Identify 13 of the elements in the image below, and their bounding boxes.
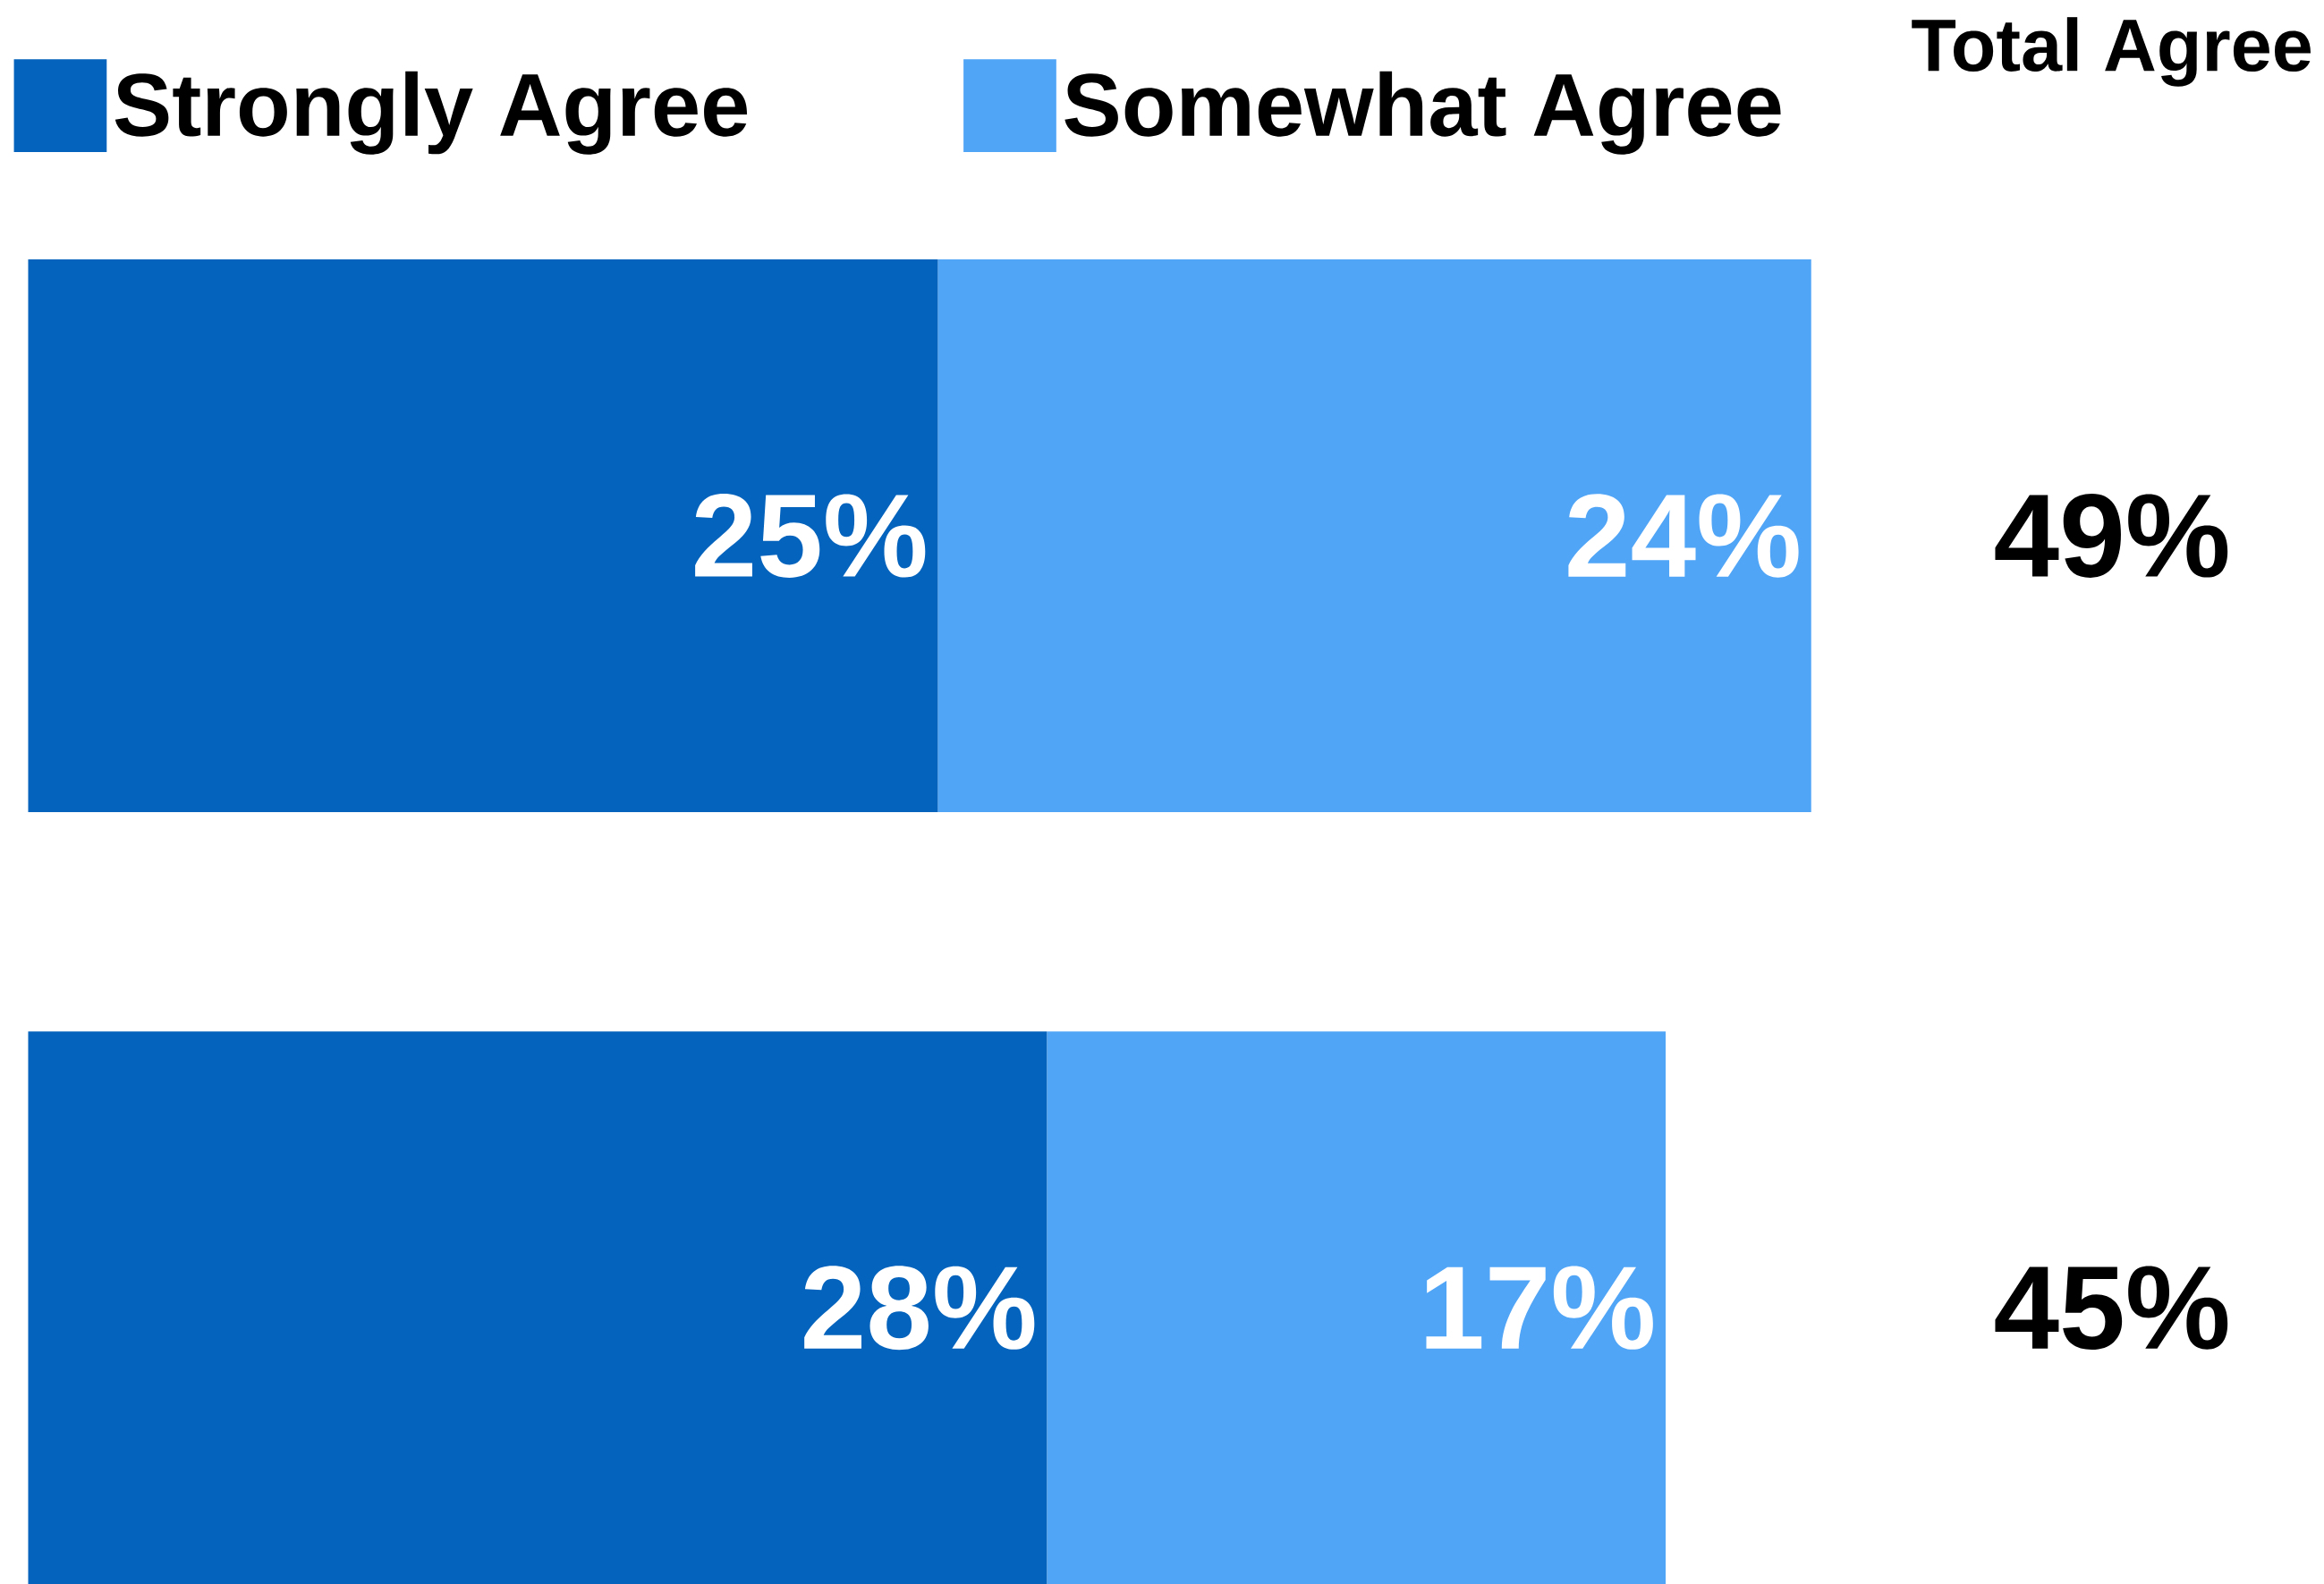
legend-label: Strongly Agree [115,71,748,155]
bar [937,258,1811,812]
data-label: 25% [695,493,926,578]
text: Total Agree [1912,17,2311,87]
bar [1047,1031,1667,1584]
data-label: 17% [1426,1266,1653,1350]
bar [28,258,938,812]
legend-label: Somewhat Agree [1064,71,1781,155]
data-label: 24% [1568,494,1799,578]
data-label: 28% [804,1266,1035,1351]
total-label: 45% [1995,1266,2228,1350]
total-label: 49% [1995,493,2228,578]
bar [28,1031,1047,1584]
